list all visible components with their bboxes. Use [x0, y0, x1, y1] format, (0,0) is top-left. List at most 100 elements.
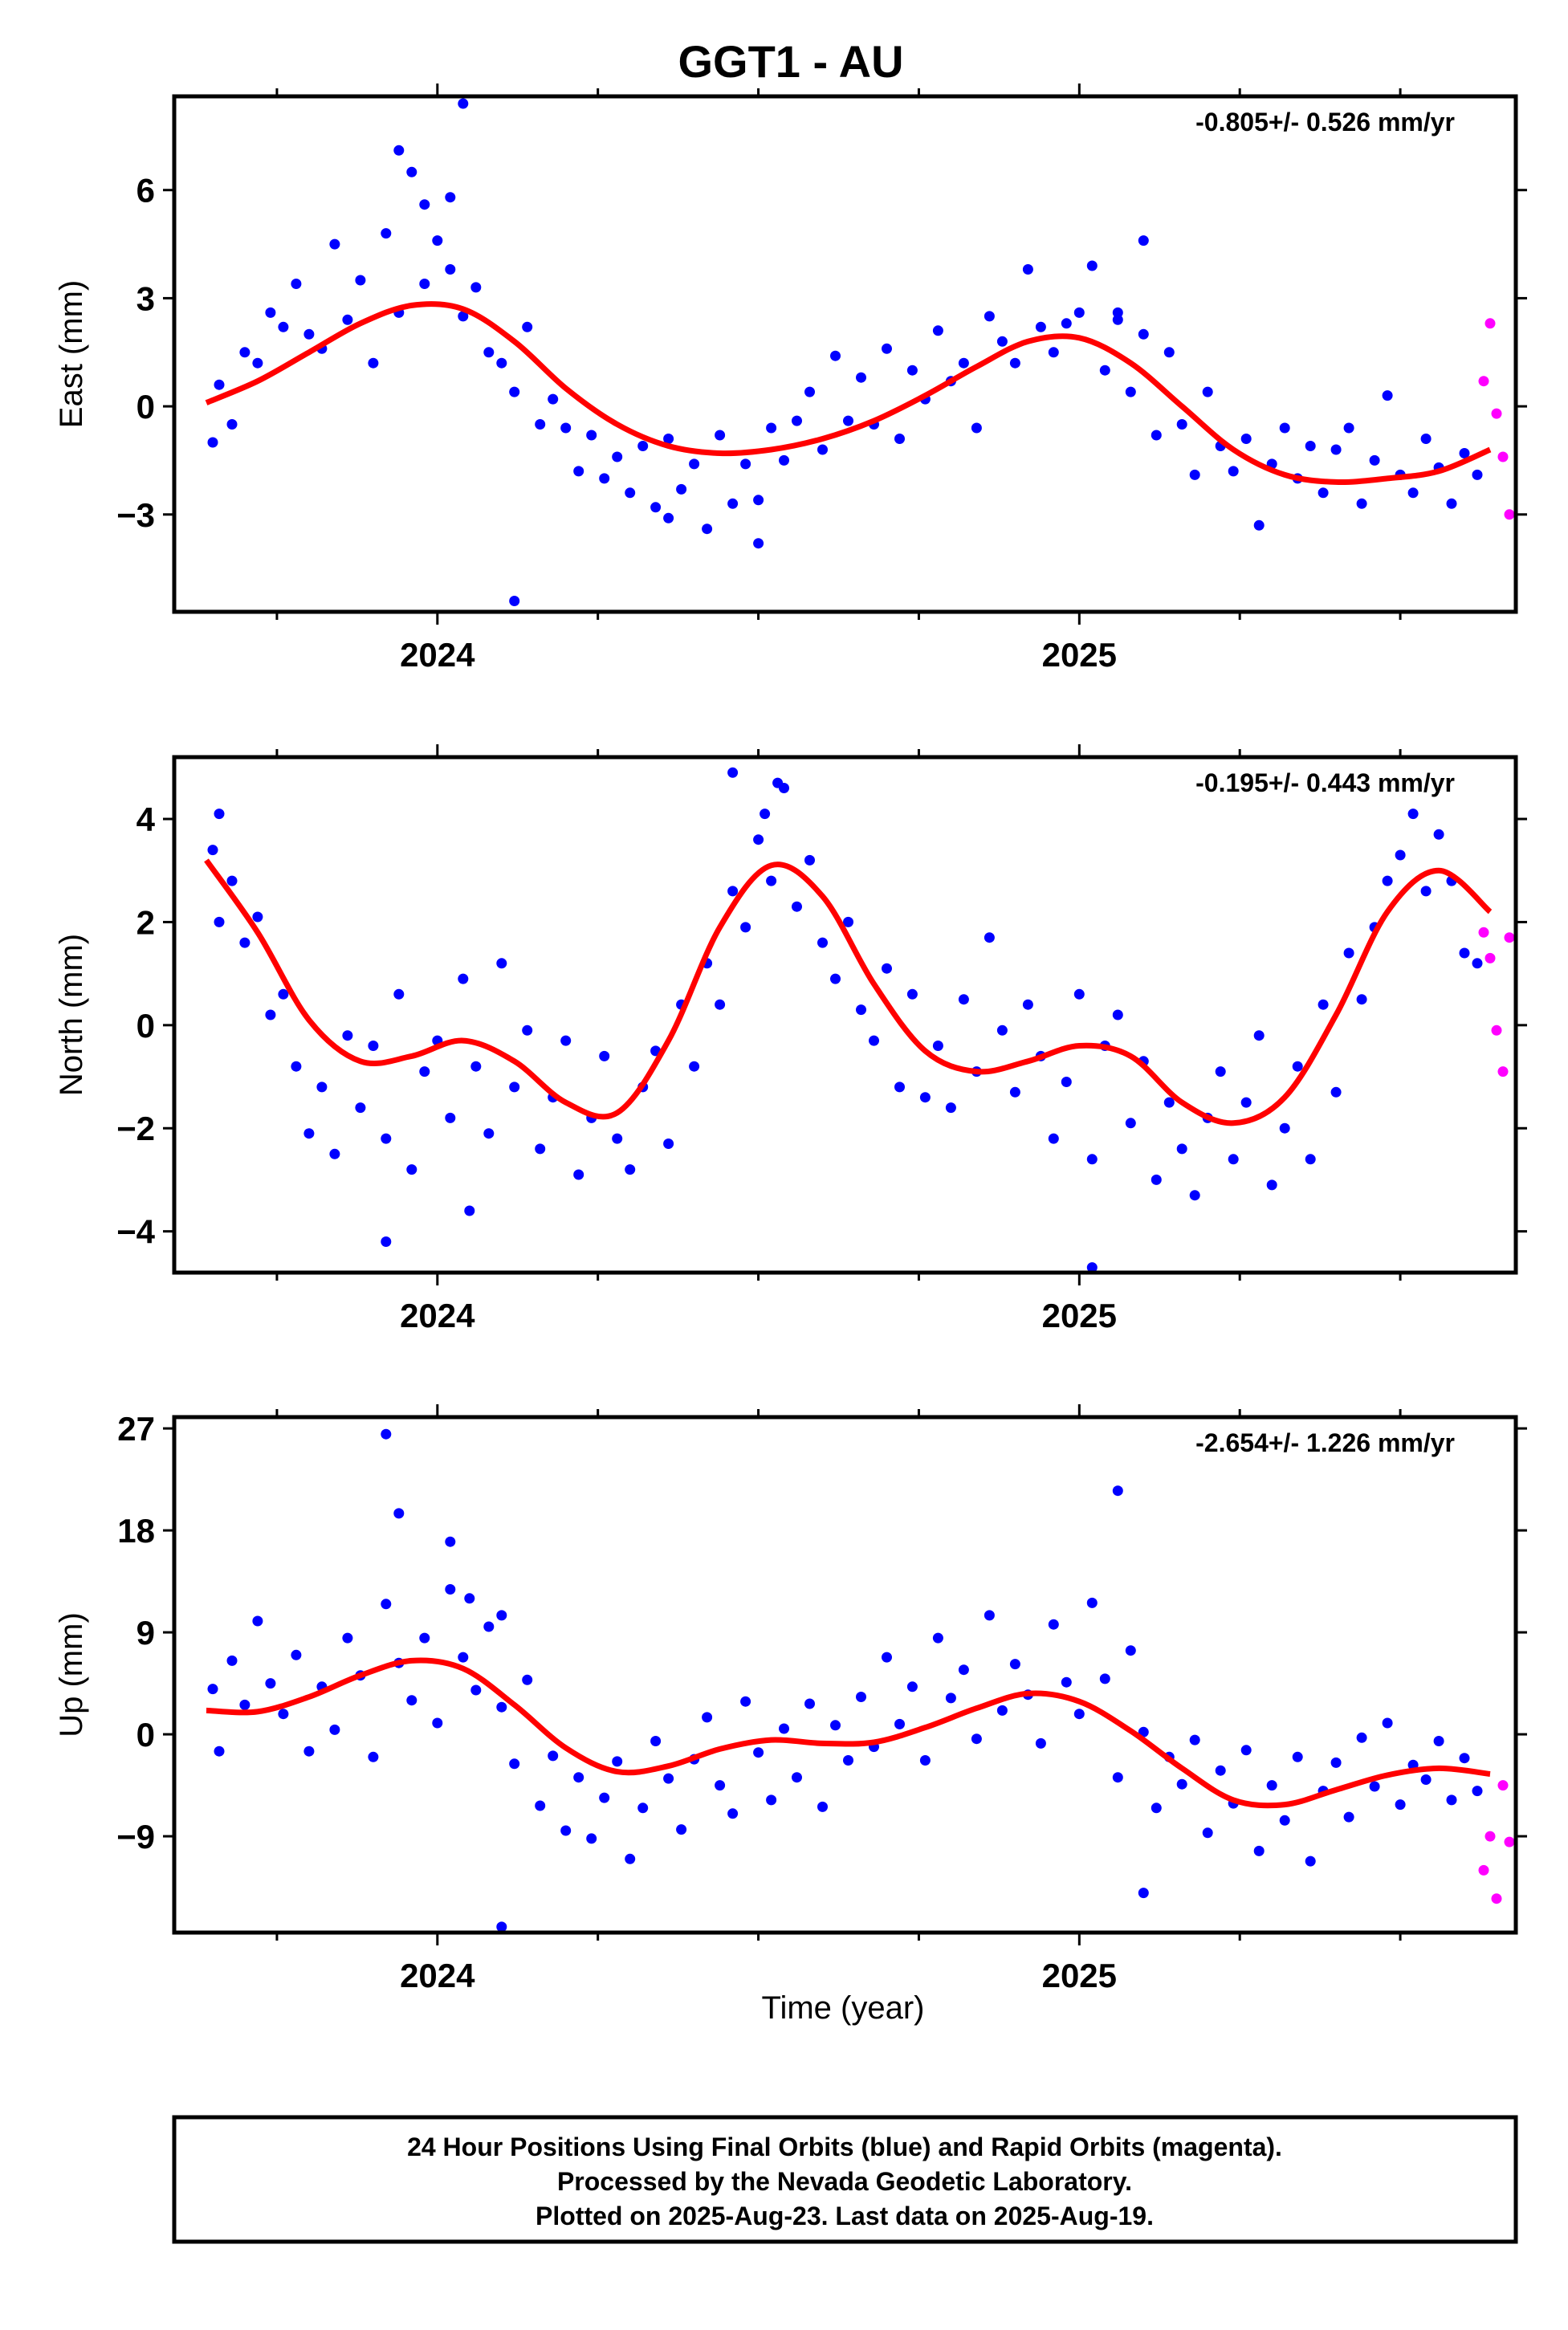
up-final-point	[971, 1733, 982, 1745]
north-final-point	[303, 1128, 315, 1139]
east-rapid-point	[1485, 318, 1496, 329]
north-final-point	[894, 1081, 905, 1093]
east-final-point	[1112, 314, 1123, 325]
east-final-point	[355, 275, 366, 286]
east-final-point	[1176, 419, 1187, 430]
up-rapid-point	[1478, 1864, 1489, 1876]
up-xtick-label: 2024	[400, 1957, 475, 1994]
up-final-point	[1125, 1645, 1136, 1656]
north-final-point	[1086, 1262, 1098, 1273]
up-final-point	[766, 1794, 777, 1806]
up-final-point	[342, 1632, 353, 1644]
up-final-point	[470, 1684, 482, 1696]
north-final-point	[715, 999, 726, 1010]
north-final-point	[817, 937, 828, 948]
up-final-point	[1138, 1888, 1149, 1899]
north-final-point	[1073, 988, 1085, 1000]
north-fit-line	[204, 858, 1493, 1126]
east-final-point	[663, 434, 674, 444]
up-final-point	[535, 1800, 546, 1811]
east-final-point	[753, 538, 764, 549]
north-final-point	[792, 901, 802, 912]
up-final-point	[445, 1536, 456, 1547]
north-final-point	[329, 1148, 340, 1159]
up-final-point	[1112, 1485, 1123, 1497]
east-rapid-point	[1478, 376, 1489, 387]
north-final-point	[1253, 1030, 1265, 1041]
east-final-point	[1163, 347, 1175, 358]
east-final-point	[393, 145, 405, 156]
up-final-point	[919, 1755, 931, 1766]
up-final-point	[432, 1717, 443, 1729]
east-final-point	[906, 365, 918, 376]
up-final-point	[1343, 1811, 1354, 1823]
north-final-point	[996, 1024, 1008, 1036]
up-final-point	[1189, 1734, 1200, 1745]
east-final-point	[882, 343, 892, 354]
up-final-point	[882, 1652, 892, 1663]
up-final-point	[1202, 1827, 1213, 1839]
north-final-point	[458, 973, 469, 984]
up-final-point	[406, 1695, 417, 1706]
east-final-point	[445, 192, 456, 203]
up-data	[206, 1428, 1515, 1933]
north-final-point	[830, 973, 841, 984]
up-final-point	[381, 1428, 392, 1440]
north-final-point	[727, 767, 739, 778]
up-rapid-point	[1485, 1831, 1496, 1842]
north-final-point	[381, 1236, 392, 1247]
up-final-point	[483, 1621, 495, 1632]
east-final-point	[792, 415, 802, 426]
up-final-point	[779, 1723, 789, 1734]
east-data	[205, 98, 1515, 606]
north-rapid-point	[1478, 927, 1489, 938]
up-final-point	[1472, 1786, 1483, 1797]
east-final-point	[676, 483, 687, 495]
north-final-point	[207, 845, 218, 856]
up-final-point	[599, 1792, 610, 1803]
north-rate-label: -0.195+/- 0.443 mm/yr	[1195, 768, 1455, 797]
north-final-point	[753, 834, 764, 845]
up-final-point	[958, 1664, 969, 1676]
east-final-point	[779, 454, 789, 466]
east-final-point	[406, 166, 417, 177]
north-final-point	[1163, 1097, 1175, 1108]
east-final-point	[381, 228, 392, 239]
north-final-point	[560, 1035, 572, 1046]
east-final-point	[1407, 487, 1419, 499]
up-final-point	[1099, 1673, 1110, 1684]
up-final-point	[727, 1808, 739, 1819]
east-final-point	[458, 311, 469, 322]
east-final-point	[419, 199, 430, 210]
east-final-point	[1138, 235, 1149, 246]
east-rate-label: -0.805+/- 0.526 mm/yr	[1195, 108, 1455, 136]
north-final-point	[1343, 947, 1354, 959]
east-final-point	[1073, 307, 1085, 318]
up-final-point	[252, 1615, 263, 1627]
north-final-point	[1189, 1190, 1200, 1201]
north-final-point	[406, 1164, 417, 1175]
up-final-point	[740, 1696, 751, 1707]
up-final-point	[560, 1825, 572, 1836]
north-data	[204, 767, 1515, 1273]
north-ytick-label: −2	[116, 1110, 155, 1147]
north-xtick-label: 2025	[1042, 1297, 1117, 1334]
east-final-point	[445, 264, 456, 275]
up-final-point	[368, 1751, 379, 1762]
east-final-point	[1446, 498, 1457, 509]
up-final-point	[1292, 1751, 1303, 1762]
north-final-point	[882, 963, 892, 974]
north-final-point	[1433, 829, 1444, 840]
up-final-point	[650, 1736, 662, 1746]
east-final-point	[509, 596, 520, 606]
up-final-point	[419, 1632, 430, 1644]
north-final-point	[535, 1143, 546, 1155]
up-final-point	[1240, 1745, 1252, 1756]
north-final-point	[856, 1004, 866, 1016]
north-final-point	[625, 1164, 636, 1175]
up-final-point	[1112, 1772, 1123, 1783]
north-final-point	[445, 1112, 456, 1123]
north-final-point	[932, 1041, 943, 1051]
north-final-point	[984, 932, 995, 943]
